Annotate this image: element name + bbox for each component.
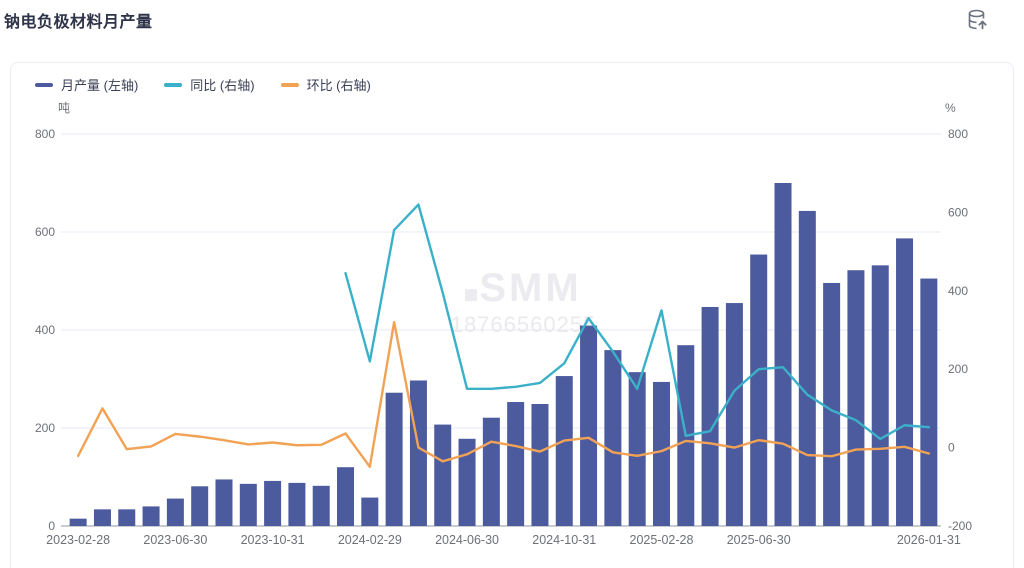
production-bar[interactable] <box>798 210 816 526</box>
production-bar[interactable] <box>531 403 549 526</box>
database-export-icon <box>965 7 991 38</box>
production-bar[interactable] <box>482 417 500 526</box>
x-axis-tick: 2024-02-29 <box>338 533 402 547</box>
left-axis-tick: 200 <box>35 421 55 435</box>
left-axis-tick: 600 <box>35 225 55 239</box>
right-axis-tick: 400 <box>948 284 968 298</box>
x-axis-tick: 2024-06-30 <box>435 533 499 547</box>
x-axis-tick: 2024-10-31 <box>532 533 596 547</box>
production-bar[interactable] <box>93 509 111 526</box>
right-axis-tick: 200 <box>948 362 968 376</box>
production-bar[interactable] <box>409 380 427 526</box>
production-bar[interactable] <box>604 350 622 526</box>
production-bar[interactable] <box>871 265 889 526</box>
yoy-line[interactable] <box>344 203 931 441</box>
production-bar[interactable] <box>337 467 355 526</box>
mom-line[interactable] <box>76 320 931 469</box>
legend-marker-mom <box>280 82 299 87</box>
legend-label-yoy: 同比 (右轴) <box>190 78 255 93</box>
legend-label-mom: 环比 (右轴) <box>306 78 371 93</box>
production-bar[interactable] <box>580 325 598 526</box>
production-bar[interactable] <box>142 506 160 526</box>
production-bar[interactable] <box>628 372 646 526</box>
production-bar[interactable] <box>288 482 306 526</box>
production-bar[interactable] <box>652 381 670 526</box>
left-axis-tick: 400 <box>35 323 55 337</box>
production-bar[interactable] <box>774 183 792 526</box>
production-bar[interactable] <box>701 306 719 526</box>
production-bar[interactable] <box>725 303 743 526</box>
production-bar[interactable] <box>823 282 841 526</box>
legend-label-production: 月产量 (左轴) <box>61 78 139 93</box>
production-bar[interactable] <box>750 254 768 527</box>
production-bar[interactable] <box>896 238 914 526</box>
right-axis-unit: % <box>945 101 956 115</box>
production-bar[interactable] <box>847 270 865 526</box>
x-axis-tick: 2023-02-28 <box>46 533 110 547</box>
legend-item-yoy[interactable]: 同比 (右轴) <box>164 75 255 94</box>
chart-card: 月产量 (左轴) 同比 (右轴) 环比 (右轴) SMM 18766560255… <box>10 62 1014 568</box>
production-bar[interactable] <box>312 485 330 526</box>
left-axis-unit: 吨 <box>58 101 70 115</box>
production-bar[interactable] <box>361 497 379 526</box>
x-axis-tick: 2026-01-31 <box>897 533 961 547</box>
legend-item-mom[interactable]: 环比 (右轴) <box>280 75 371 94</box>
right-axis-tick: 0 <box>948 441 955 455</box>
page-header: 钠电负极材料月产量 <box>4 8 1016 44</box>
production-bar[interactable] <box>118 509 136 526</box>
chart-legend: 月产量 (左轴) 同比 (右轴) 环比 (右轴) <box>35 75 371 94</box>
x-axis-tick: 2025-02-28 <box>630 533 694 547</box>
chart-plot-area[interactable]: 吨% 0 200 400 600 800 -200 0 200 400 600 800 2023-02-… <box>11 63 1015 568</box>
right-axis-tick: 600 <box>948 205 968 219</box>
production-bar[interactable] <box>191 486 209 526</box>
production-bar[interactable] <box>458 438 476 526</box>
page-title: 钠电负极材料月产量 <box>4 14 153 31</box>
production-bar[interactable] <box>555 376 573 526</box>
production-bar[interactable] <box>166 498 184 526</box>
export-data-button[interactable] <box>964 8 992 36</box>
x-axis-tick: 2023-06-30 <box>143 533 207 547</box>
legend-marker-production <box>35 82 53 87</box>
legend-item-production[interactable]: 月产量 (左轴) <box>35 75 138 94</box>
chart-canvas[interactable]: 吨 % 0 200 400 600 800 -200 0 200 400 600 800 2023-02-… <box>11 63 1015 568</box>
right-axis-tick: -200 <box>948 519 972 533</box>
left-axis-tick: 0 <box>48 519 55 533</box>
production-bar[interactable] <box>434 424 452 526</box>
production-bar[interactable] <box>920 278 938 526</box>
production-bar[interactable] <box>264 480 282 526</box>
production-bar[interactable] <box>507 402 525 526</box>
production-bar[interactable] <box>69 518 87 526</box>
production-bar[interactable] <box>239 483 257 526</box>
production-bar[interactable] <box>215 479 233 526</box>
right-axis-tick: 800 <box>948 127 968 141</box>
legend-marker-yoy <box>164 82 183 87</box>
x-axis-tick: 2025-06-30 <box>727 533 791 547</box>
left-axis-tick: 800 <box>35 127 55 141</box>
x-axis-tick: 2023-10-31 <box>241 533 305 547</box>
production-bar[interactable] <box>385 392 403 526</box>
